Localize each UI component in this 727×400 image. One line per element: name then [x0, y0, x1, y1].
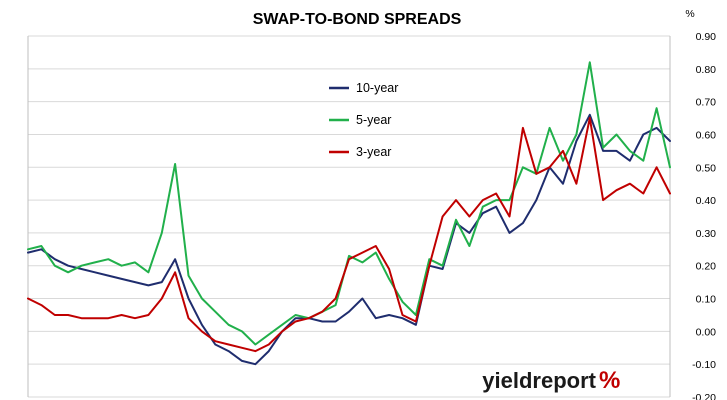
y-tick-label: 0.60: [696, 129, 717, 141]
y-tick-label: 0.10: [696, 294, 717, 306]
y-tick-label: 0.70: [696, 97, 717, 109]
y-tick-label: 0.20: [696, 261, 717, 273]
legend-label: 3-year: [356, 145, 391, 159]
brand-wordmark: yieldreport: [482, 368, 596, 393]
chart-title: SWAP-TO-BOND SPREADS: [253, 11, 462, 28]
brand-percent-sign: %: [599, 367, 620, 394]
series-line-10-year: [27, 113, 671, 366]
legend-label: 5-year: [356, 113, 391, 127]
series-lines: [27, 61, 671, 366]
y-tick-label: 0.30: [696, 228, 717, 240]
y-tick-label: 0.50: [696, 162, 717, 174]
y-tick-label: 0.90: [696, 31, 717, 43]
series-line-3-year: [27, 117, 671, 353]
axes: -0.20 -0.10 0.00 0.10 0.20 0.30 0.40 0.50 0.60 0.…: [27, 31, 717, 400]
gridlines: [28, 35, 670, 398]
y-tick-label: 0.00: [696, 326, 717, 338]
yieldreport-logo: yieldreport %: [482, 367, 620, 394]
series-line-5-year: [27, 61, 671, 346]
y-tick-label: 0.40: [696, 195, 717, 207]
legend-label: 10-year: [356, 81, 398, 95]
y-axis-unit: %: [685, 8, 694, 20]
y-tick-label: -0.20: [692, 392, 716, 400]
y-tick-label: 0.80: [696, 64, 717, 76]
legend: 10-year 5-year 3-year: [329, 81, 398, 159]
y-tick-label: -0.10: [692, 359, 716, 371]
